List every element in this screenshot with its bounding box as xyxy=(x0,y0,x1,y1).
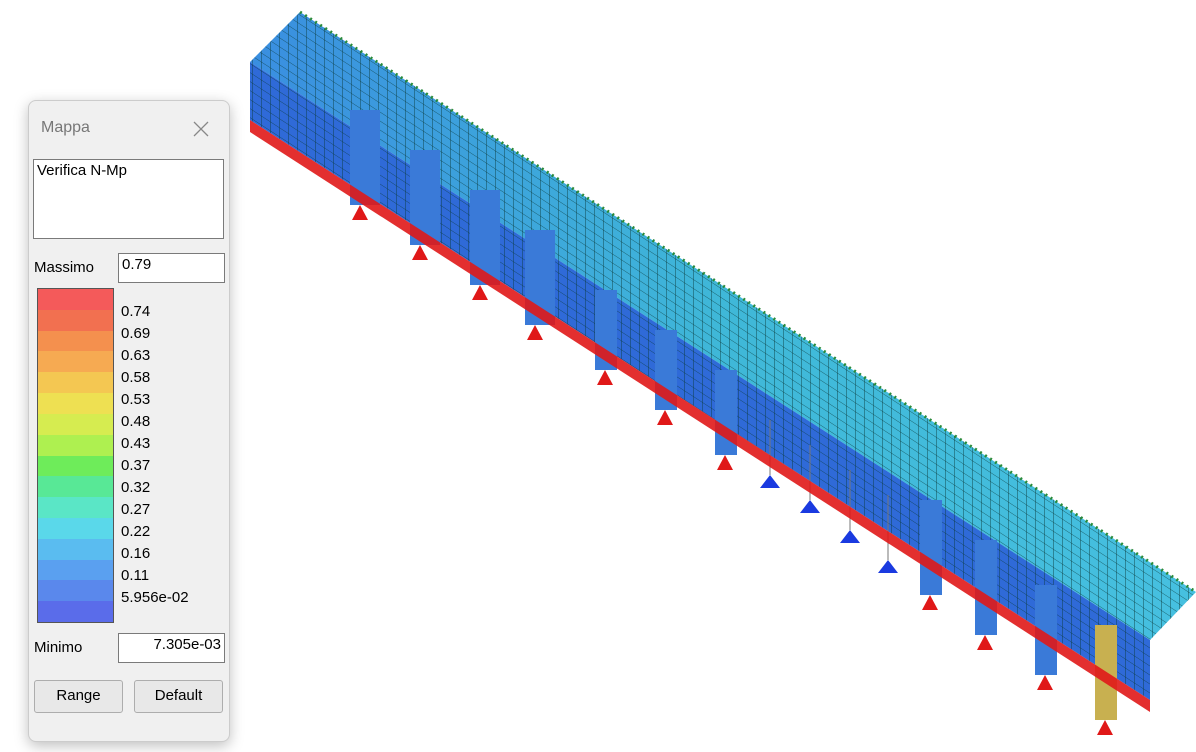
max-label: Massimo xyxy=(34,259,94,276)
legend-label: 0.22 xyxy=(121,524,150,539)
color-band xyxy=(38,476,113,497)
screen: Mappa Verifica N-Mp Massimo 0.79 0.74 0.6… xyxy=(0,0,1196,752)
color-band xyxy=(38,289,113,310)
color-band xyxy=(38,310,113,331)
range-button[interactable]: Range xyxy=(34,680,123,713)
legend-label: 0.53 xyxy=(121,392,150,407)
color-band xyxy=(38,456,113,477)
min-label: Minimo xyxy=(34,639,82,656)
legend-label: 0.27 xyxy=(121,502,150,517)
legend-label: 0.32 xyxy=(121,480,150,495)
color-band xyxy=(38,539,113,560)
legend-label: 0.16 xyxy=(121,546,150,561)
legend-label: 0.69 xyxy=(121,326,150,341)
color-band xyxy=(38,518,113,539)
color-band xyxy=(38,497,113,518)
dialog-title: Mappa xyxy=(41,119,90,137)
legend-label: 0.58 xyxy=(121,370,150,385)
color-band xyxy=(38,372,113,393)
color-band xyxy=(38,601,113,622)
min-input[interactable]: 7.305e-03 xyxy=(118,633,225,663)
color-band xyxy=(38,414,113,435)
legend-label: 5.956e-02 xyxy=(121,590,189,605)
dialog: Mappa Verifica N-Mp Massimo 0.79 0.74 0.6… xyxy=(28,100,230,742)
color-band xyxy=(38,580,113,601)
description-box[interactable]: Verifica N-Mp xyxy=(33,159,224,239)
legend-label: 0.37 xyxy=(121,458,150,473)
color-bar xyxy=(37,288,114,623)
color-band xyxy=(38,331,113,352)
color-band xyxy=(38,393,113,414)
max-input[interactable]: 0.79 xyxy=(118,253,225,283)
color-band xyxy=(38,435,113,456)
legend-label: 0.48 xyxy=(121,414,150,429)
close-button[interactable] xyxy=(191,119,211,139)
default-button[interactable]: Default xyxy=(134,680,223,713)
supports xyxy=(250,120,1150,735)
legend-label: 0.11 xyxy=(121,568,149,583)
legend-label: 0.74 xyxy=(121,304,150,319)
color-band xyxy=(38,351,113,372)
legend-label: 0.43 xyxy=(121,436,150,451)
legend-label: 0.63 xyxy=(121,348,150,363)
color-band xyxy=(38,560,113,581)
